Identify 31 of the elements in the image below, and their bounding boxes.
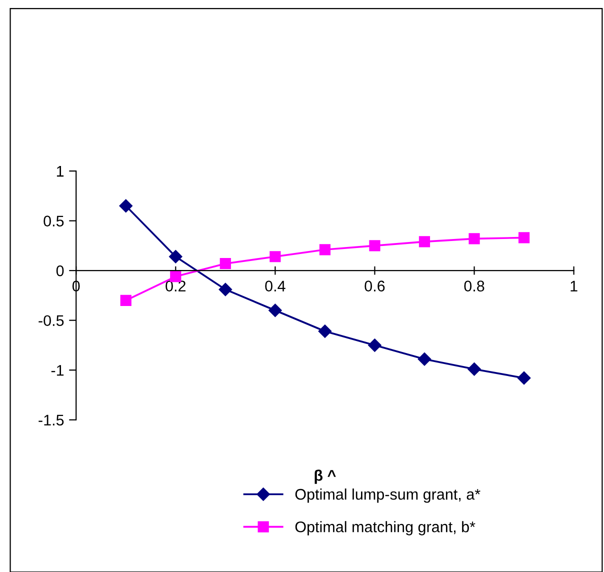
point [517,371,531,385]
point [468,233,480,244]
point [119,199,132,212]
point [418,352,432,366]
point [120,294,132,306]
point [369,240,380,252]
x-axis-title: β ^ [314,470,336,484]
y-tick-label: 1 [56,166,64,177]
point [319,244,331,256]
x-tick-label: 1 [570,280,578,292]
y-tick-label: 0.5 [44,216,64,226]
x-tick-label: 0.6 [364,280,385,292]
y-tick-label: 0 [56,265,64,276]
legend-label: Optimal lump-sum grant, a* [295,488,480,503]
y-tick-label: -1.5 [38,414,64,426]
y-tick-label: -1 [51,365,64,376]
point [368,338,382,352]
point [518,232,530,244]
point [268,304,282,317]
x-tick-label: 0.4 [265,280,286,292]
x-tick-label: 0.8 [464,280,484,292]
point [418,236,430,248]
legend-label: Optimal matching grant, b* [295,521,476,536]
point [218,282,232,296]
x-tick-label: 0.2 [166,280,186,292]
point [270,251,281,262]
point [318,324,332,338]
point [169,250,182,264]
y-tick-label: -0.5 [38,315,64,326]
point [220,258,231,270]
point [468,362,481,376]
